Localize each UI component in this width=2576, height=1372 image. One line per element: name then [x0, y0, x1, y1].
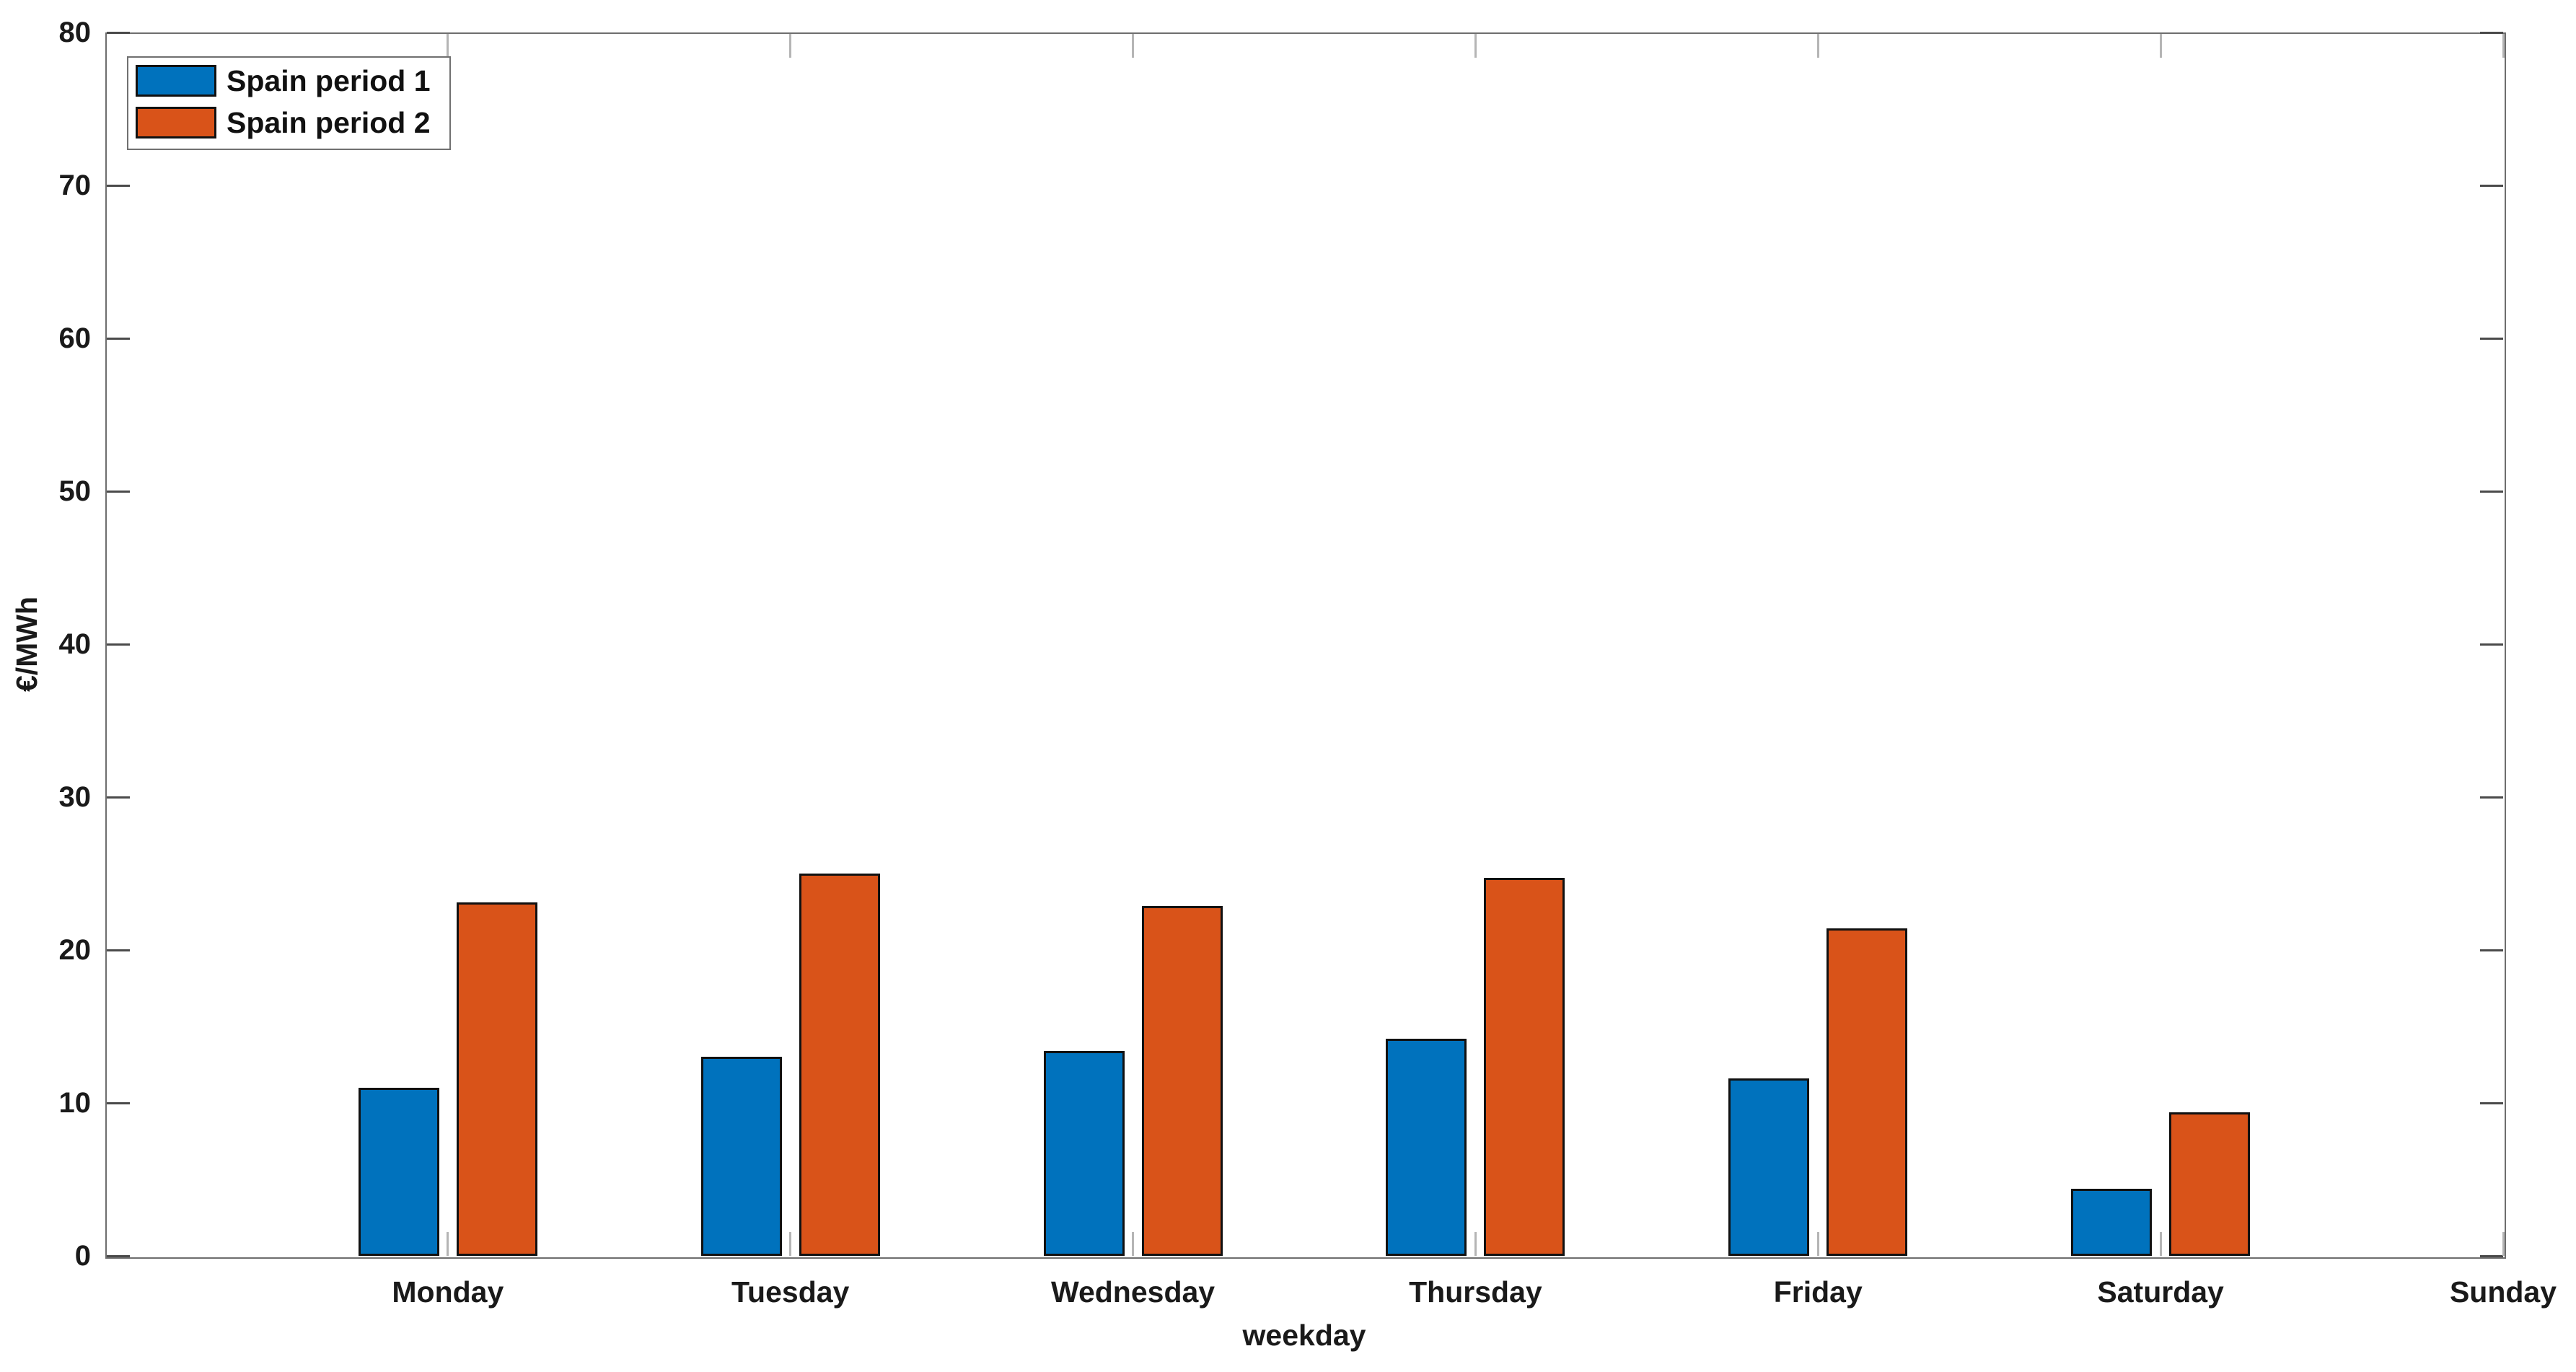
x-tick-label-friday: Friday: [1773, 1275, 1863, 1309]
y-axis-label: €/MWh: [10, 596, 43, 692]
x-tick-top-friday: [1816, 34, 1819, 58]
legend-label-spain-period-1: Spain period 1: [227, 64, 431, 97]
x-tick-bottom-saturday: [2159, 1232, 2162, 1256]
bar-spain-period-2-monday: [457, 902, 537, 1256]
y-tick-left-60: [107, 338, 130, 340]
legend-item-spain-period-2: Spain period 2: [136, 107, 449, 138]
y-tick-label-20: 20: [58, 934, 92, 966]
x-tick-label-sunday: Sunday: [2449, 1275, 2557, 1309]
y-tick-label-60: 60: [58, 322, 92, 354]
bar-spain-period-1-saturday: [2071, 1189, 2152, 1256]
x-tick-bottom-friday: [1816, 1232, 1819, 1256]
x-tick-top-wednesday: [1132, 34, 1135, 58]
y-tick-right-40: [2480, 643, 2503, 646]
x-tick-label-saturday: Saturday: [2097, 1275, 2224, 1309]
x-tick-top-sunday: [2502, 34, 2505, 58]
bar-spain-period-1-tuesday: [701, 1057, 782, 1256]
x-tick-top-saturday: [2159, 34, 2162, 58]
y-tick-left-40: [107, 643, 130, 646]
x-tick-bottom-thursday: [1474, 1232, 1477, 1256]
y-tick-right-0: [2480, 1255, 2503, 1257]
bar-spain-period-2-saturday: [2169, 1112, 2250, 1256]
x-tick-label-monday: Monday: [392, 1275, 504, 1309]
x-tick-bottom-tuesday: [789, 1232, 792, 1256]
legend-swatch-spain-period-2: [136, 107, 216, 138]
y-tick-right-80: [2480, 32, 2503, 34]
legend-label-spain-period-2: Spain period 2: [227, 106, 431, 139]
y-tick-right-20: [2480, 949, 2503, 951]
y-tick-right-60: [2480, 338, 2503, 340]
y-tick-left-70: [107, 185, 130, 187]
y-tick-label-40: 40: [58, 628, 92, 660]
bar-spain-period-2-wednesday: [1142, 906, 1223, 1256]
legend-item-spain-period-1: Spain period 1: [136, 65, 449, 97]
y-tick-label-10: 10: [58, 1087, 92, 1119]
y-tick-right-50: [2480, 491, 2503, 493]
y-tick-left-10: [107, 1102, 130, 1104]
y-tick-right-30: [2480, 796, 2503, 799]
x-tick-top-thursday: [1474, 34, 1477, 58]
y-tick-right-10: [2480, 1102, 2503, 1104]
y-tick-left-20: [107, 949, 130, 951]
y-tick-left-50: [107, 491, 130, 493]
x-tick-top-tuesday: [789, 34, 792, 58]
y-tick-right-70: [2480, 185, 2503, 187]
bar-spain-period-2-thursday: [1484, 878, 1565, 1256]
x-tick-label-wednesday: Wednesday: [1051, 1275, 1216, 1309]
y-tick-label-30: 30: [58, 781, 92, 813]
legend-swatch-spain-period-1: [136, 65, 216, 97]
y-tick-label-50: 50: [58, 475, 92, 507]
y-tick-left-80: [107, 32, 130, 34]
y-tick-label-0: 0: [74, 1240, 91, 1272]
legend: Spain period 1 Spain period 2: [127, 56, 451, 150]
bar-spain-period-1-wednesday: [1044, 1051, 1125, 1256]
x-tick-bottom-wednesday: [1132, 1232, 1135, 1256]
bar-spain-period-2-friday: [1827, 928, 1907, 1256]
y-tick-left-30: [107, 796, 130, 799]
x-tick-bottom-monday: [447, 1232, 449, 1256]
bar-spain-period-1-friday: [1728, 1078, 1809, 1256]
y-tick-left-0: [107, 1255, 130, 1257]
x-axis-label: weekday: [1242, 1319, 1366, 1352]
x-tick-label-tuesday: Tuesday: [731, 1275, 850, 1309]
x-tick-label-thursday: Thursday: [1409, 1275, 1542, 1309]
y-tick-label-80: 80: [58, 17, 92, 48]
bar-spain-period-2-tuesday: [799, 874, 880, 1256]
x-tick-bottom-sunday: [2502, 1232, 2505, 1256]
y-tick-label-70: 70: [58, 170, 92, 201]
x-tick-top-monday: [447, 34, 449, 58]
bar-spain-period-1-thursday: [1386, 1039, 1467, 1256]
bar-spain-period-1-monday: [359, 1088, 439, 1256]
